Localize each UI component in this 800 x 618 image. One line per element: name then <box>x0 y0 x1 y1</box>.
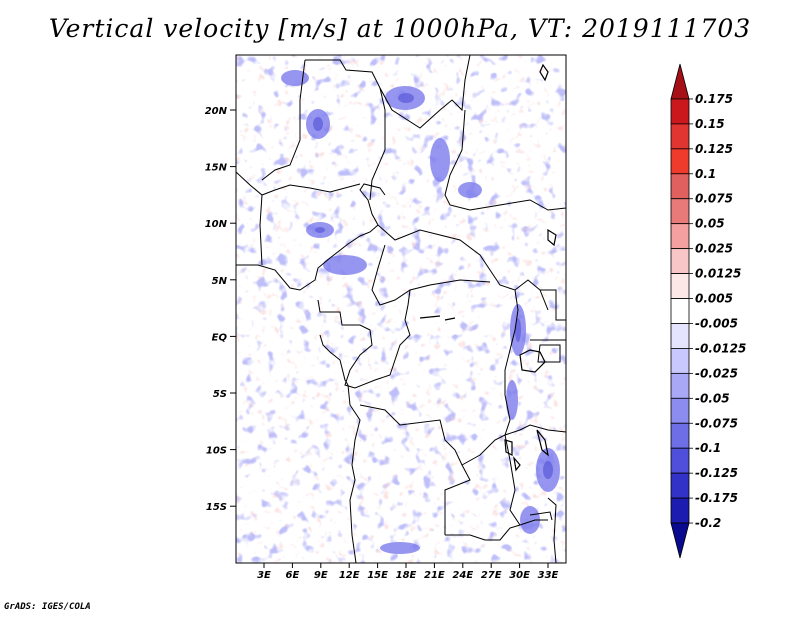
lat-label: EQ <box>212 332 228 343</box>
lon-label: 24E <box>452 570 473 581</box>
colorbar-segment <box>670 248 690 274</box>
map-panel <box>236 55 566 563</box>
colorbar-label: 0.15 <box>695 117 725 131</box>
borders <box>236 55 566 563</box>
lat-label: 20N <box>205 106 228 117</box>
colorbar-label: 0.125 <box>695 142 733 156</box>
colorbar-label: -0.075 <box>695 416 738 430</box>
map-title: Vertical velocity [m/s] at 1000hPa, VT: … <box>48 14 752 43</box>
colorbar-label: 0.005 <box>695 292 733 306</box>
lat-label: 15S <box>206 502 227 513</box>
colorbar-label: -0.05 <box>695 391 730 405</box>
colorbar-label: -0.175 <box>695 491 738 505</box>
longitude-axis: 3E 6E 9E 12E 15E 18E 21E 24E 27E 30E 33E <box>257 563 559 581</box>
colorbar-segment <box>670 372 690 399</box>
colorbar-label: 0.175 <box>695 92 733 106</box>
colorbar-label: 0.025 <box>695 242 733 256</box>
colorbar-label: -0.025 <box>695 366 738 380</box>
colorbar-bottom-arrow <box>670 522 690 559</box>
lon-label: 15E <box>367 570 388 581</box>
colorbar-segment <box>670 298 690 324</box>
colorbar-segment <box>670 273 690 299</box>
lon-label: 27E <box>481 570 502 581</box>
colorbar-segment <box>670 447 690 474</box>
colorbar: 0.175 0.15 0.125 0.1 0.075 0.05 0.025 0.0125 0.0… <box>670 63 746 559</box>
colorbar-label: -0.0125 <box>695 341 746 355</box>
colorbar-label: 0.0125 <box>695 267 741 281</box>
lat-label: 10N <box>205 219 228 230</box>
colorbar-label: 0.075 <box>695 192 733 206</box>
colorbar-label: -0.1 <box>695 441 721 455</box>
colorbar-segment <box>670 497 690 524</box>
colorbar-segment <box>670 323 690 349</box>
lon-label: 9E <box>314 570 328 581</box>
colorbar-label: 0.05 <box>695 217 725 231</box>
lat-label: 5N <box>212 276 228 287</box>
colorbar-segment <box>670 198 690 225</box>
lat-label: 5S <box>213 389 227 400</box>
colorbar-segment <box>670 348 690 374</box>
colorbar-segment <box>670 98 690 125</box>
colorbar-segment <box>670 422 690 449</box>
map-frame <box>235 54 567 564</box>
colorbar-segment <box>670 472 690 499</box>
lon-label: 18E <box>396 570 417 581</box>
colorbar-top-arrow <box>670 63 690 100</box>
colorbar-segment <box>670 173 690 200</box>
lon-label: 3E <box>257 570 271 581</box>
grads-credit: GrADS: IGES/COLA <box>4 602 91 612</box>
colorbar-segment <box>670 397 690 424</box>
lon-label: 12E <box>339 570 360 581</box>
latitude-axis: 20N 15N 10N 5N EQ 5S 10S 15S <box>205 106 236 513</box>
lon-label: 21E <box>424 570 445 581</box>
lon-label: 6E <box>286 570 300 581</box>
colorbar-segment <box>670 223 690 250</box>
lat-label: 10S <box>206 446 227 457</box>
velocity-field-positive <box>236 55 566 563</box>
colorbar-label: -0.125 <box>695 466 738 480</box>
lakes <box>419 63 557 472</box>
lon-label: 33E <box>538 570 559 581</box>
lon-label: 30E <box>509 570 530 581</box>
colorbar-label: 0.1 <box>695 167 716 181</box>
colorbar-label: -0.2 <box>695 516 721 530</box>
lat-label: 15N <box>205 163 228 174</box>
colorbar-label: -0.005 <box>695 316 738 330</box>
colorbar-segment <box>670 123 690 150</box>
colorbar-segment <box>670 148 690 175</box>
